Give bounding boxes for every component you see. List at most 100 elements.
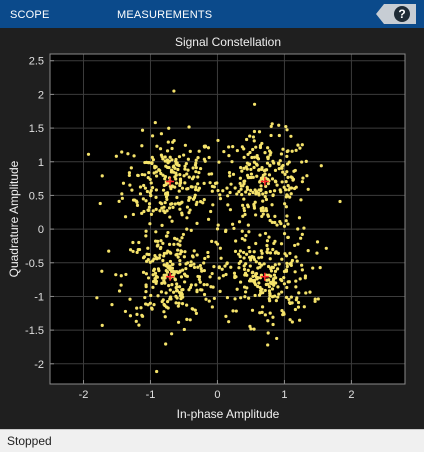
symbol-point [167, 242, 172, 246]
symbol-point [288, 195, 292, 199]
symbol-point [126, 152, 130, 156]
symbol-point [277, 166, 281, 171]
symbol-point [154, 165, 158, 169]
symbol-point [169, 202, 173, 206]
symbol-point [251, 135, 256, 139]
symbol-point [187, 125, 191, 129]
symbol-point [167, 284, 171, 288]
symbol-point [211, 285, 215, 289]
symbol-point [176, 320, 181, 324]
symbol-point [257, 293, 262, 297]
symbol-point [261, 199, 265, 203]
symbol-point [281, 147, 285, 151]
symbol-point [162, 205, 166, 209]
tab-scope[interactable]: SCOPE [10, 9, 50, 21]
symbol-point [249, 167, 253, 172]
symbol-point [203, 256, 207, 261]
symbol-point [202, 181, 206, 186]
symbol-point [164, 251, 169, 255]
symbol-point [144, 285, 148, 289]
symbol-point [263, 195, 267, 199]
symbol-point [95, 296, 99, 300]
symbol-point [183, 167, 187, 171]
symbol-point [137, 323, 141, 327]
symbol-point [257, 281, 261, 285]
symbol-point [284, 254, 289, 258]
symbol-point [221, 274, 225, 278]
symbol-point [225, 186, 229, 190]
symbol-point [144, 302, 148, 306]
symbol-point [132, 154, 136, 158]
symbol-point [191, 197, 196, 201]
symbol-point [144, 229, 148, 233]
symbol-point [263, 231, 268, 236]
symbol-point [240, 192, 244, 197]
symbol-point [250, 271, 254, 275]
symbol-point [284, 205, 288, 209]
symbol-point [302, 305, 306, 309]
symbol-point [289, 263, 293, 267]
symbol-point [265, 251, 270, 255]
symbol-point [319, 164, 323, 168]
symbol-point [252, 160, 257, 164]
symbol-point [223, 264, 227, 268]
symbol-point [284, 295, 289, 299]
symbol-point [136, 248, 140, 252]
symbol-point [242, 179, 246, 184]
symbol-point [186, 157, 190, 161]
symbol-point [233, 186, 237, 190]
symbol-point [282, 185, 286, 189]
symbol-point [154, 230, 158, 234]
help-icon[interactable]: ? [394, 6, 410, 22]
tab-measurements[interactable]: MEASUREMENTS [117, 9, 213, 21]
symbol-point [255, 174, 259, 178]
symbol-point [147, 171, 151, 175]
symbol-point [170, 332, 174, 336]
symbol-point [86, 152, 91, 156]
symbol-point [150, 134, 155, 138]
symbol-point [240, 229, 244, 233]
symbol-point [272, 241, 276, 246]
symbol-point [206, 250, 210, 255]
symbol-point [148, 177, 152, 182]
symbol-point [231, 309, 235, 313]
symbol-point [131, 240, 135, 245]
symbol-point [224, 314, 228, 318]
symbol-point [237, 252, 241, 256]
symbol-point [162, 254, 166, 258]
symbol-point [218, 197, 223, 201]
symbol-point [247, 245, 251, 250]
symbol-point [285, 264, 289, 269]
symbol-point [233, 275, 237, 280]
symbol-point [248, 250, 252, 254]
symbol-point [284, 180, 288, 184]
symbol-point [250, 255, 254, 259]
symbol-point [146, 303, 150, 307]
y-tick-label: 2 [38, 89, 44, 101]
y-tick-label: -2 [34, 359, 44, 371]
symbol-point [226, 203, 230, 207]
symbol-point [315, 240, 320, 244]
symbol-point [274, 281, 278, 285]
symbol-point [176, 167, 180, 172]
symbol-point [240, 145, 244, 149]
symbol-point [186, 261, 190, 265]
symbol-point [173, 236, 177, 240]
symbol-point [202, 261, 206, 265]
symbol-point [244, 190, 248, 194]
symbol-point [149, 181, 153, 185]
symbol-point [202, 292, 207, 297]
symbol-point [183, 250, 187, 254]
symbol-point [217, 276, 221, 280]
symbol-point [200, 269, 204, 273]
symbol-point [160, 223, 164, 227]
symbol-point [171, 290, 176, 294]
symbol-point [171, 170, 176, 174]
symbol-point [218, 289, 222, 294]
symbol-point [140, 172, 144, 177]
symbol-point [266, 331, 270, 335]
symbol-point [166, 140, 170, 144]
symbol-point [240, 169, 244, 173]
symbol-point [292, 186, 297, 191]
symbol-point [293, 270, 297, 274]
